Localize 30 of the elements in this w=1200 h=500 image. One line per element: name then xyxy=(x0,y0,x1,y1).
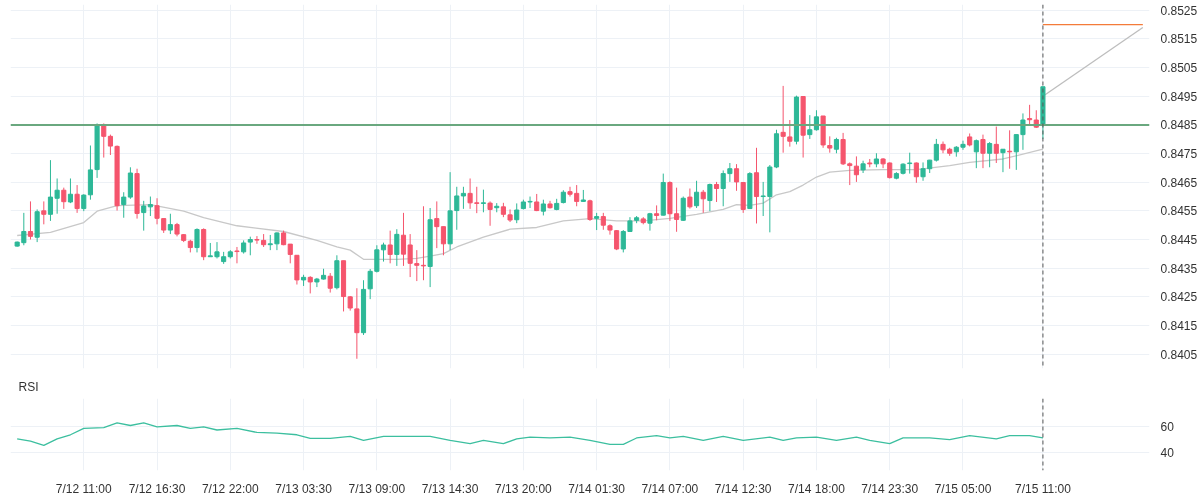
x-tick-label: 7/13 14:30 xyxy=(421,481,479,496)
x-tick-label: 7/12 22:00 xyxy=(201,481,259,496)
x-tick-label: 7/15 11:00 xyxy=(1015,481,1072,496)
x-tick-label: 7/14 01:30 xyxy=(568,481,626,496)
x-tick-label: 7/12 16:30 xyxy=(128,481,186,496)
y-tick-label: 0.8495 xyxy=(1160,89,1198,104)
x-tick-label: 7/12 11:00 xyxy=(55,481,113,496)
x-tick-label: 7/13 03:30 xyxy=(275,481,333,496)
y-tick-label: 0.8485 xyxy=(1160,118,1198,133)
y-tick-label: 0.8435 xyxy=(1160,261,1198,276)
x-tick-label: 7/14 12:30 xyxy=(714,481,772,496)
x-tick-label: 7/14 23:30 xyxy=(861,481,919,496)
y-tick-label: 0.8425 xyxy=(1160,290,1198,305)
y-tick-label: 0.8515 xyxy=(1160,32,1198,47)
y-tick-label: 0.8455 xyxy=(1160,204,1198,219)
y-tick-label: 0.8465 xyxy=(1160,175,1198,190)
chart-title: RSI xyxy=(18,379,39,394)
y-tick-label: 0.8445 xyxy=(1160,233,1198,248)
x-tick-label: 7/14 07:00 xyxy=(641,481,699,496)
y-tick-label: 0.8405 xyxy=(1160,347,1198,362)
y-tick-label: 60 xyxy=(1160,420,1175,435)
x-tick-label: 7/13 20:00 xyxy=(495,481,553,496)
y-tick-label: 0.8525 xyxy=(1160,3,1198,18)
x-tick-label: 7/13 09:00 xyxy=(348,481,406,496)
y-tick-label: 0.8475 xyxy=(1160,147,1198,162)
x-tick-label: 7/14 18:00 xyxy=(788,481,846,496)
y-tick-label: 0.8505 xyxy=(1160,61,1198,76)
x-tick-label: 7/15 05:00 xyxy=(934,481,992,496)
y-tick-label: 0.8415 xyxy=(1160,319,1198,334)
y-tick-label: 40 xyxy=(1160,446,1175,460)
